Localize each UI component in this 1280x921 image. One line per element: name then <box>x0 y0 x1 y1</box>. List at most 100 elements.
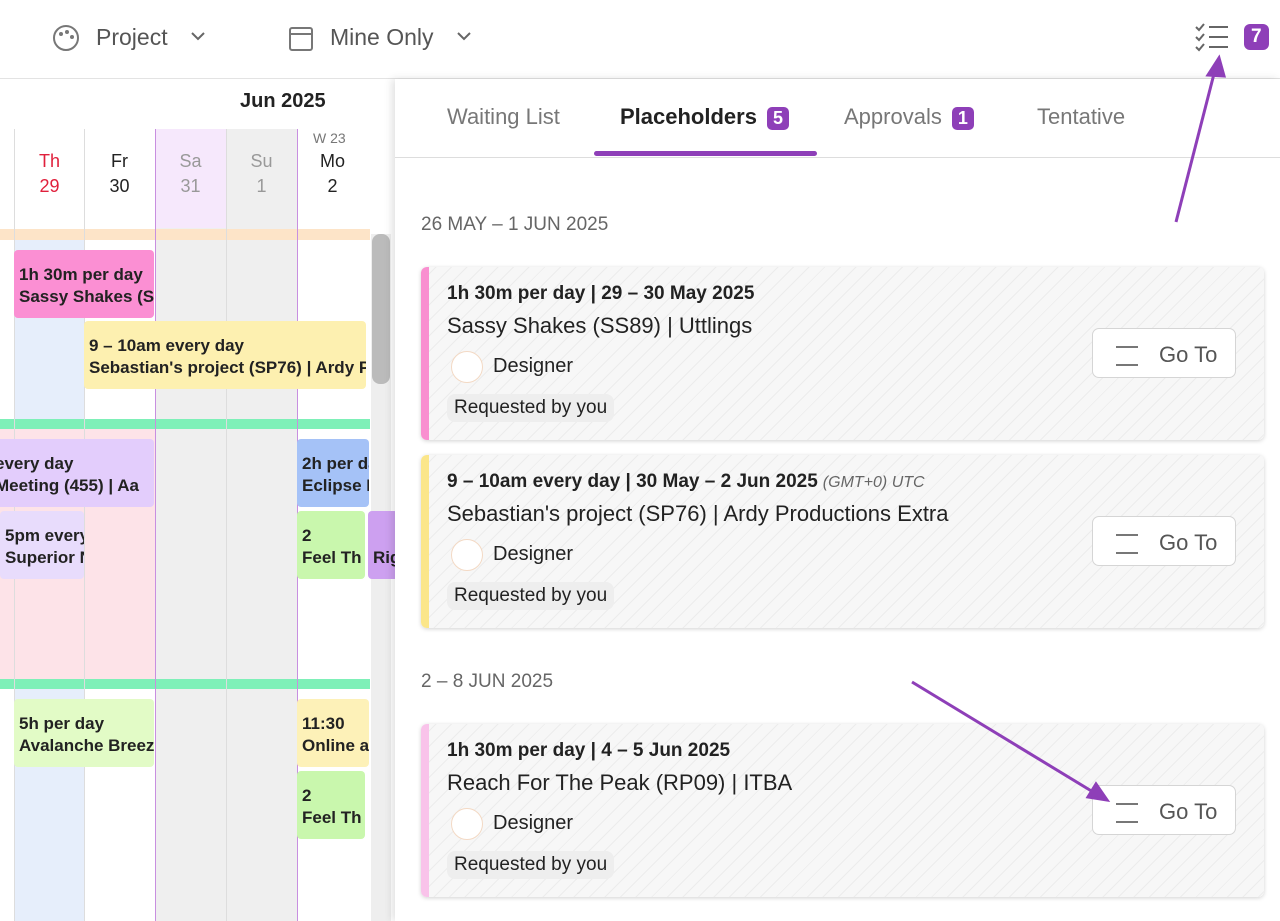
goto-icon <box>1116 346 1138 366</box>
calendar-event[interactable]: 9 – 10am every day Sebastian's project (S… <box>84 321 366 389</box>
placeholder-card: 1h 30m per day | 29 – 30 May 2025 Sassy S… <box>421 267 1264 440</box>
tab-underline <box>594 151 817 156</box>
card-summary: 9 – 10am every day | 30 May – 2 Jun 2025… <box>447 471 925 493</box>
card-title: Reach For The Peak (RP09) | ITBA <box>447 770 793 795</box>
day-num: 2 <box>327 176 338 196</box>
project-filter[interactable]: Project <box>96 24 168 50</box>
scroll-thumb <box>372 234 390 384</box>
event-line: Eclipse Rebr <box>302 476 369 495</box>
event-line: 1h 30m per day <box>19 265 143 284</box>
event-line: Superior N <box>5 548 84 567</box>
capacity-strip <box>0 419 370 429</box>
calendar-event[interactable]: 2h per day Eclipse Rebr <box>297 439 369 507</box>
day-num: 1 <box>256 176 267 196</box>
tab[interactable]: Placeholders 5 <box>620 104 789 130</box>
calendar: Jun 2025 W 23 Th 29 Fr 30 Sa 31 Su 1 Mo 2 1h 30m per… <box>0 79 395 921</box>
col-line <box>84 129 85 921</box>
card-accent <box>421 455 429 628</box>
event-line: 5h per day <box>19 714 105 733</box>
card-status: Requested by you <box>447 582 615 610</box>
mine-filter[interactable]: Mine Only <box>330 24 434 50</box>
calendar-event[interactable]: 1h 30m per day Sassy Shakes (SS <box>14 250 154 318</box>
week-band <box>0 229 370 240</box>
day-name: Th <box>38 151 60 171</box>
goto-button[interactable]: Go To <box>1092 328 1236 378</box>
tab[interactable]: Waiting List <box>447 104 560 130</box>
card-accent <box>421 267 429 440</box>
toolbar: Project Mine Only 7 <box>0 0 1280 79</box>
day-name: Mo <box>319 151 345 171</box>
summary-text: 9 – 10am every day | 30 May – 2 Jun 2025 <box>447 471 818 492</box>
goto-button[interactable]: Go To <box>1092 785 1236 835</box>
capacity-strip <box>0 679 370 689</box>
calendar-event[interactable]: 5pm every Superior N <box>0 511 84 579</box>
card-title: Sebastian's project (SP76) | Ardy Produc… <box>447 501 949 526</box>
checklist-icon[interactable] <box>1194 22 1230 52</box>
calendar-icon <box>289 27 313 51</box>
event-line: Online adve <box>302 736 369 755</box>
card-role: Designer <box>493 812 574 834</box>
day-name: Sa <box>179 151 202 171</box>
event-line: Sebastian's project (SP76) | Ardy P <box>89 358 366 377</box>
chevron <box>191 32 205 41</box>
placeholder-card: 9 – 10am every day | 30 May – 2 Jun 2025… <box>421 455 1264 628</box>
chevron <box>457 32 471 41</box>
summary-text: 1h 30m per day | 4 – 5 Jun 2025 <box>447 740 731 761</box>
day-name: Su <box>250 151 273 171</box>
side-panel: Waiting List Placeholders 5 Approvals 1 Tenta… <box>395 79 1280 921</box>
calendar-event[interactable]: 2 Feel Th <box>297 511 365 579</box>
tab-count: 5 <box>766 107 789 130</box>
event-spacer <box>373 525 395 547</box>
calendar-event[interactable]: every day Meeting (455) | Aa <box>0 439 154 507</box>
goto-icon <box>1116 534 1138 554</box>
calendar-event[interactable]: Rig <box>368 511 395 579</box>
event-line: 9 – 10am every day <box>89 336 245 355</box>
placeholder-card: 1h 30m per day | 4 – 5 Jun 2025 Reach For… <box>421 724 1264 897</box>
summary-text: 1h 30m per day | 29 – 30 May 2025 <box>447 283 755 304</box>
event-line: 11:30 <box>302 714 345 733</box>
role-avatar <box>451 351 483 383</box>
col-line <box>226 129 227 921</box>
event-line: Meeting (455) | Aa <box>0 476 139 495</box>
day-num: 29 <box>39 176 60 196</box>
day-num: 31 <box>180 176 201 196</box>
card-summary: 1h 30m per day | 4 – 5 Jun 2025 <box>447 740 730 762</box>
tab[interactable]: Tentative <box>1037 104 1125 130</box>
calendar-event[interactable]: 5h per day Avalanche Breez <box>14 699 154 767</box>
event-line: 2 <box>302 786 312 805</box>
calendar-event[interactable]: 2 Feel Th <box>297 771 365 839</box>
timezone: (GMT+0) UTC <box>822 474 925 491</box>
week-label: W 23 <box>313 130 346 146</box>
goto-button[interactable]: Go To <box>1092 516 1236 566</box>
month-label: Jun 2025 <box>240 90 326 112</box>
card-status: Requested by you <box>447 394 615 422</box>
card-role: Designer <box>493 355 574 377</box>
event-line: every day <box>0 454 74 473</box>
event-line: Avalanche Breez <box>19 736 154 755</box>
event-line: Rig <box>373 548 395 567</box>
tab-label: Waiting List <box>447 104 560 129</box>
card-accent <box>421 724 429 897</box>
palette-icon <box>53 25 79 51</box>
event-line: 2h per day <box>302 454 369 473</box>
group-heading: 2 – 8 JUN 2025 <box>421 671 554 692</box>
event-line: 5pm every <box>5 526 84 545</box>
role-avatar <box>451 808 483 840</box>
today-line <box>155 129 156 921</box>
tab-label: Placeholders <box>620 104 757 129</box>
badge: 7 <box>1244 24 1269 50</box>
tab-label: Tentative <box>1037 104 1126 129</box>
event-line: Feel Th <box>302 548 362 567</box>
card-status: Requested by you <box>447 851 615 879</box>
event-line: 2 <box>302 526 312 545</box>
card-role: Designer <box>493 543 574 565</box>
event-line: Sassy Shakes (SS <box>19 287 154 306</box>
card-title: Sassy Shakes (SS89) | Uttlings <box>447 313 753 338</box>
calendar-event[interactable]: 11:30 Online adve <box>297 699 369 767</box>
tab[interactable]: Approvals 1 <box>844 104 974 130</box>
tab-count: 1 <box>951 107 974 130</box>
day-num: 30 <box>109 176 130 196</box>
goto-icon <box>1116 803 1138 823</box>
event-line: Feel Th <box>302 808 362 827</box>
